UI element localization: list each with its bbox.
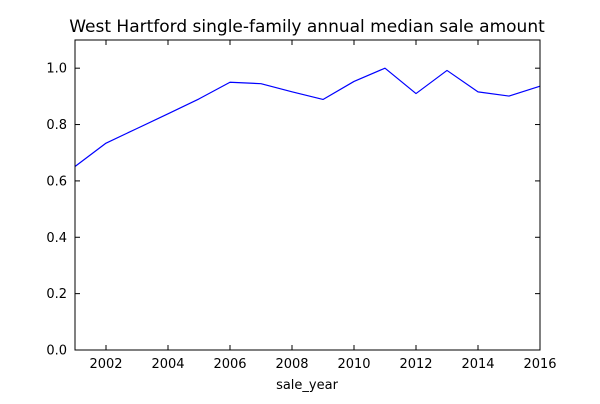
plot-area: 2002 2004 2006 2008 2010 2012 2014 2016 0.0 0.2 0.… <box>46 39 557 372</box>
x-tick-label: 2008 <box>275 357 308 372</box>
x-tick-label: 2012 <box>399 357 432 372</box>
x-axis-label: sale_year <box>276 378 339 393</box>
series-line-0 <box>74 67 541 168</box>
x-tick-label: 2006 <box>213 357 246 372</box>
x-tick-label: 2002 <box>89 357 122 372</box>
y-tick-label: 0.4 <box>46 231 67 246</box>
y-tick-label: 1.0 <box>46 62 67 77</box>
axes-frame <box>74 39 541 351</box>
y-tick-label: 0.8 <box>46 118 67 133</box>
y-tick-label: 0.2 <box>46 287 67 302</box>
x-tick-label: 2016 <box>523 357 556 372</box>
x-tick-label: 2014 <box>461 357 494 372</box>
y-tick-label: 0.6 <box>46 174 67 189</box>
x-tick-label: 2004 <box>151 357 184 372</box>
y-tick-label: 0.0 <box>46 344 67 359</box>
chart-title: West Hartford single-family annual media… <box>69 17 545 37</box>
x-tick-label: 2010 <box>337 357 370 372</box>
